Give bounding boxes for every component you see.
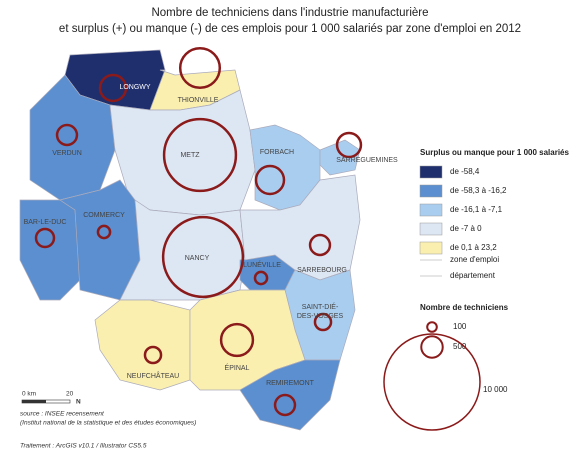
zone-label: SARREBOURG <box>297 267 347 274</box>
zone-label: FORBACH <box>260 149 294 156</box>
zone-label: DES-VOSGES <box>297 313 344 320</box>
zone-label: NEUFCHÂTEAU <box>127 371 180 380</box>
technician-circle <box>253 270 269 286</box>
legend-label: de -58,3 à -16,2 <box>450 186 507 195</box>
size-legend-circle <box>420 335 444 359</box>
credits: Traitement : ArcGIS v10.1 / Illustrator … <box>20 443 147 450</box>
zone <box>319 139 361 176</box>
legend-title: Surplus ou manque pour 1 000 salariés <box>420 148 569 157</box>
size-legend-circle <box>426 321 438 333</box>
zone-label: THIONVILLE <box>178 97 219 104</box>
zone-label: ÉPINAL <box>225 363 250 372</box>
scale-bar-rect <box>22 400 46 403</box>
legend-label: zone d'emploi <box>450 255 499 264</box>
title-line: Nombre de techniciens dans l'industrie m… <box>151 7 428 19</box>
title-line: et surplus (+) ou manque (-) de ces empl… <box>59 23 521 35</box>
zone-label: METZ <box>180 152 200 159</box>
technician-circle <box>254 164 286 196</box>
size-legend-title: Nombre de techniciens <box>420 303 509 312</box>
technician-circle <box>219 322 255 358</box>
source: (Institut national de la statistique et … <box>20 420 196 427</box>
scale-bar: 0 km 20 N <box>21 391 81 406</box>
zone-label: VERDUN <box>52 150 82 157</box>
legend-label: de -58,4 <box>450 167 480 176</box>
zone-labels: LONGWY THIONVILLE VERDUN METZ FORBACH SARREGU… <box>24 84 398 387</box>
circles <box>34 46 363 417</box>
source: source : INSEE recensement <box>20 411 105 418</box>
technician-circle <box>335 131 363 159</box>
technician-circle <box>161 215 245 299</box>
zone-label: NANCY <box>185 255 210 262</box>
north-label: N <box>76 399 81 406</box>
size-legend-label: 10 000 <box>483 385 508 394</box>
legend-label: de -7 à 0 <box>450 224 482 233</box>
technician-circle <box>273 393 297 417</box>
legend-label: département <box>450 271 496 280</box>
legend-swatch <box>419 222 443 236</box>
zones <box>19 49 361 431</box>
zone-label: REMIREMONT <box>266 380 315 387</box>
legend-swatch <box>419 203 443 217</box>
zone-label: LONGWY <box>119 84 150 91</box>
legend-swatch <box>419 165 443 179</box>
legend-label: de 0,1 à 23,2 <box>450 243 497 252</box>
technician-circle <box>308 233 332 257</box>
technician-circle <box>313 312 333 332</box>
legend-swatch <box>419 184 443 198</box>
technician-circle <box>162 117 238 193</box>
legend: Surplus ou manque pour 1 000 salariés zo… <box>383 148 569 431</box>
technician-circle <box>98 73 128 103</box>
zone-label: BAR-LE-DUC <box>24 219 67 226</box>
zone-label: COMMERCY <box>83 212 125 219</box>
size-legend-circle <box>383 333 481 431</box>
scale-label: 0 km <box>22 391 36 398</box>
legend-swatch <box>419 241 443 255</box>
size-legend-label: 100 <box>453 322 467 331</box>
scale-label: 20 <box>66 391 74 398</box>
technician-circle <box>143 345 163 365</box>
technician-circle <box>96 224 112 240</box>
zone-label: SARREGUEMINES <box>336 157 398 164</box>
size-legend-label: 500 <box>453 342 467 351</box>
legend-label: de -16,1 à -7,1 <box>450 205 503 214</box>
zone-label: SAINT-DIÉ- <box>302 302 339 311</box>
technician-circle <box>34 227 56 249</box>
technician-circle <box>55 123 79 147</box>
zone-label: LUNÉVILLE <box>243 260 281 269</box>
technician-circle <box>178 46 222 90</box>
